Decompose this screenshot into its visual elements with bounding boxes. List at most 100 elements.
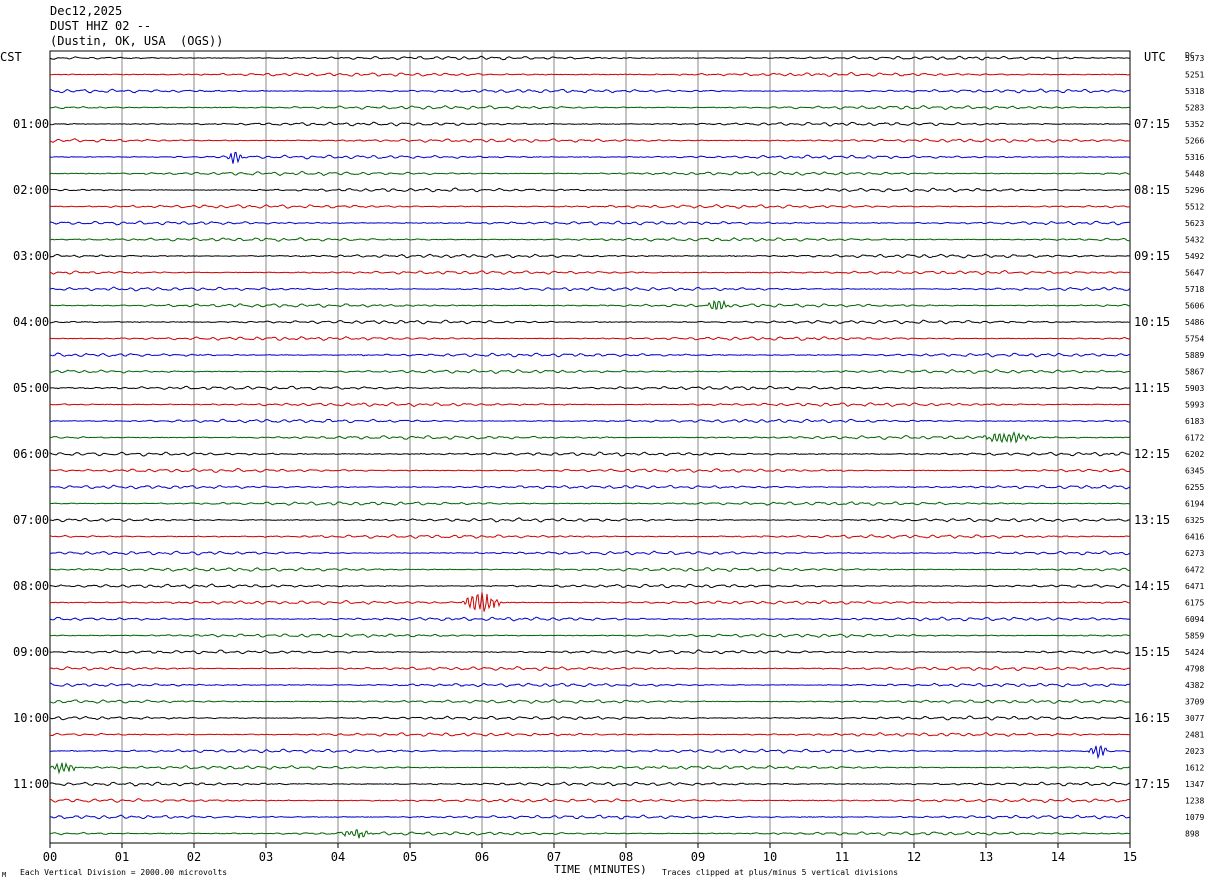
station-location: (Dustin, OK, USA (OGS)) — [50, 34, 224, 48]
utc-hour-label: 17:15 — [1134, 777, 1170, 791]
cst-hour-label: 04:00 — [13, 315, 49, 329]
utc-hour-label: 08:15 — [1134, 183, 1170, 197]
dc-offset-value: 5266 — [1185, 137, 1204, 146]
dc-offset-value: 5283 — [1185, 104, 1204, 113]
seismic-trace — [49, 88, 1131, 94]
seismic-trace — [49, 501, 1131, 506]
cst-hour-label: 09:00 — [13, 645, 49, 659]
dc-offset-value: 5512 — [1185, 203, 1204, 212]
seismic-trace — [49, 666, 1131, 671]
seismic-trace — [49, 715, 1131, 721]
utc-hour-label: 16:15 — [1134, 711, 1170, 725]
dc-offset-value: 5903 — [1185, 384, 1204, 393]
x-tick-label: 09 — [691, 850, 705, 864]
seismic-trace — [49, 484, 1131, 490]
seismic-trace — [49, 517, 1131, 523]
seismic-trace — [49, 633, 1131, 638]
dc-offset-value: 1612 — [1185, 764, 1204, 773]
dc-offset-value: 3709 — [1185, 698, 1204, 707]
x-tick-label: 02 — [187, 850, 201, 864]
x-tick-label: 14 — [1051, 850, 1065, 864]
dc-offset-value: 5424 — [1185, 648, 1204, 657]
seismic-trace — [49, 797, 1131, 803]
dc-offset-value: 5318 — [1185, 87, 1204, 96]
cst-hour-label: 07:00 — [13, 513, 49, 527]
cst-hour-label: 10:00 — [13, 711, 49, 725]
x-tick-label: 04 — [331, 850, 345, 864]
x-axis-title: TIME (MINUTES) — [554, 863, 647, 876]
dc-offset-value: 5373 — [1185, 54, 1204, 63]
x-tick-label: 08 — [619, 850, 633, 864]
seismic-trace — [49, 828, 1131, 839]
seismic-trace — [49, 699, 1131, 704]
dc-offset-value: 5316 — [1185, 153, 1204, 162]
seismic-trace — [49, 468, 1131, 473]
x-tick-label: 00 — [43, 850, 57, 864]
dc-offset-value: 6175 — [1185, 599, 1204, 608]
seismic-trace — [49, 286, 1131, 292]
dc-offset-value: 1347 — [1185, 780, 1204, 789]
utc-hour-label: 12:15 — [1134, 447, 1170, 461]
cst-hour-label: 03:00 — [13, 249, 49, 263]
cst-hour-label: 01:00 — [13, 117, 49, 131]
utc-hour-label: 10:15 — [1134, 315, 1170, 329]
seismic-trace — [49, 616, 1131, 622]
trace-group — [49, 55, 1131, 839]
dc-offset-value: 6202 — [1185, 450, 1204, 459]
axis-labels: 00 01 02 03 04 05 06 07 08 09 10 11 12 13 14 15 01:00 02:… — [13, 54, 1204, 864]
seismic-trace — [49, 744, 1131, 760]
cst-axis-label: CST — [0, 50, 22, 64]
dc-offset-value: 6094 — [1185, 615, 1204, 624]
x-tick-label: 10 — [763, 850, 777, 864]
seismic-trace — [49, 418, 1131, 424]
seismic-trace — [49, 781, 1131, 787]
dc-offset-value: 5889 — [1185, 351, 1204, 360]
dc-offset-value: 5718 — [1185, 285, 1204, 294]
dc-offset-value: 5993 — [1185, 401, 1204, 410]
seismic-trace — [49, 105, 1131, 110]
dc-offset-value: 1238 — [1185, 797, 1204, 806]
dc-offset-value: 5448 — [1185, 170, 1204, 179]
seismic-trace — [49, 550, 1131, 556]
seismic-trace — [49, 170, 1131, 177]
dc-offset-value: 3077 — [1185, 714, 1204, 723]
dc-offset-value: 6183 — [1185, 417, 1204, 426]
dc-offset-value: 898 — [1185, 830, 1200, 839]
dc-offset-value: 5251 — [1185, 71, 1204, 80]
dc-offset-value: 5754 — [1185, 335, 1204, 344]
seismic-trace — [49, 649, 1131, 655]
cst-hour-label: 08:00 — [13, 579, 49, 593]
utc-axis-label: UTC — [1144, 50, 1166, 64]
x-tick-label: 05 — [403, 850, 417, 864]
dc-offset-value: 5432 — [1185, 236, 1204, 245]
seismic-trace — [49, 299, 1131, 310]
dc-offset-value: 5492 — [1185, 252, 1204, 261]
seismic-trace — [49, 682, 1131, 688]
dc-offset-value: 6194 — [1185, 500, 1204, 509]
x-tick-label: 01 — [115, 850, 129, 864]
utc-hour-label: 11:15 — [1134, 381, 1170, 395]
utc-hour-label: 07:15 — [1134, 117, 1170, 131]
clip-note: Traces clipped at plus/minus 5 vertical … — [662, 868, 898, 877]
seismic-trace — [49, 583, 1131, 589]
seismic-trace — [49, 319, 1131, 325]
dc-offset-value: 4798 — [1185, 665, 1204, 674]
seismic-trace — [49, 204, 1131, 209]
seismic-trace — [49, 592, 1131, 612]
dc-offset-value: 5867 — [1185, 368, 1204, 377]
dc-offset-value: 5623 — [1185, 219, 1204, 228]
dc-offset-value: 5647 — [1185, 269, 1204, 278]
seismic-trace — [49, 55, 1131, 61]
corner-mark: M — [2, 871, 6, 879]
x-tick-label: 12 — [907, 850, 921, 864]
seismic-trace — [49, 451, 1131, 457]
seismic-trace — [49, 237, 1131, 242]
dc-offset-value: 6472 — [1185, 566, 1204, 575]
cst-hour-label: 11:00 — [13, 777, 49, 791]
utc-hour-label: 09:15 — [1134, 249, 1170, 263]
dc-column-label: DC — [1185, 51, 1195, 60]
seismic-trace — [49, 138, 1131, 143]
dc-offset-value: 1079 — [1185, 813, 1204, 822]
dc-offset-value: 5859 — [1185, 632, 1204, 641]
